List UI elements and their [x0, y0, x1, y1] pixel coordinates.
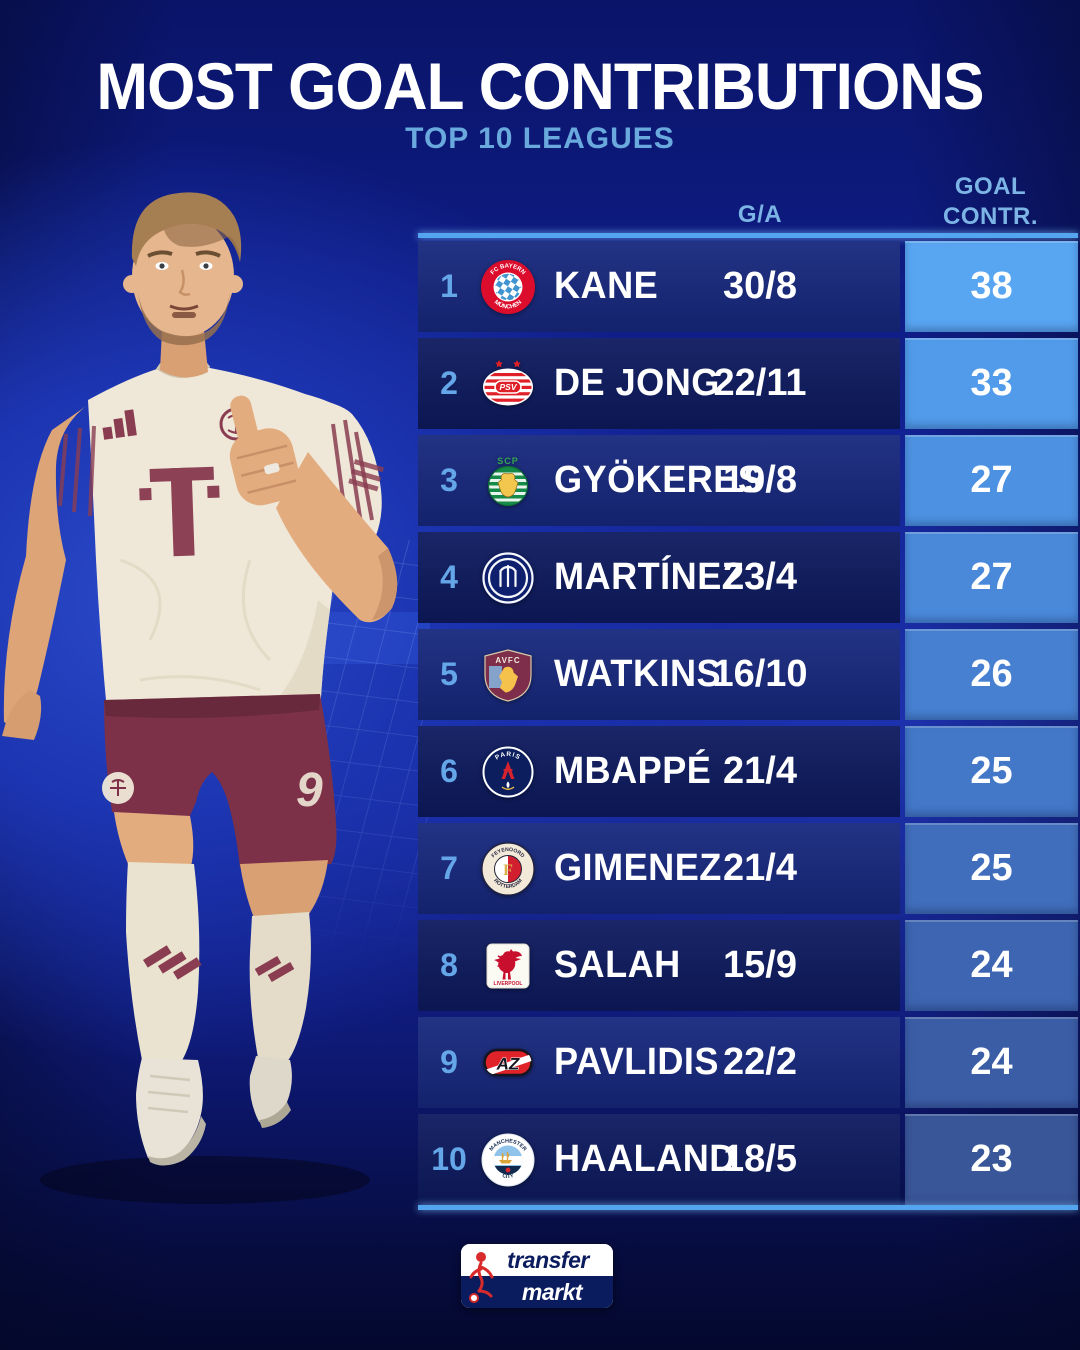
goal-contr-value: 25	[905, 823, 1078, 914]
liverpool-badge	[486, 942, 530, 989]
column-header-goal-contr: GOAL CONTR.	[903, 172, 1078, 232]
table-row: 7 GIMENEZ 21/4 25	[418, 823, 1078, 914]
rank-number: 4	[440, 559, 458, 595]
table-row-main: 4 MARTÍNEZ 23/4	[418, 532, 900, 623]
goal-contr-value: 26	[905, 629, 1078, 720]
page-subtitle: TOP 10 LEAGUES	[405, 122, 675, 155]
aston-villa-badge	[484, 648, 532, 702]
ga-value: 30/8	[723, 265, 797, 307]
rank-number: 6	[440, 753, 458, 789]
column-header-goal-contr-line1: GOAL	[954, 173, 1027, 200]
ga-value: 23/4	[723, 556, 797, 598]
rank-number: 8	[440, 947, 458, 983]
ga-value: 18/5	[723, 1138, 797, 1180]
player-name: PAVLIDIS	[554, 1041, 719, 1083]
column-header-goal-contr-line2: CONTR.	[943, 203, 1038, 230]
player-name: GIMENEZ	[554, 847, 722, 889]
table-row: 2 DE JONG 22/11 33	[418, 338, 1078, 429]
player-name: GYÖKERES	[554, 459, 763, 501]
table-row: 1 KANE 30/8 38	[418, 241, 1078, 332]
goal-contr-value: 27	[905, 532, 1078, 623]
table-row: 10 HAALAND 18/5 23	[418, 1114, 1078, 1205]
table-row-main: 10 HAALAND 18/5	[418, 1114, 900, 1205]
table-row-main: 9 PAVLIDIS 22/2	[418, 1017, 900, 1108]
ga-value: 19/8	[723, 459, 797, 501]
transfermarkt-kicker-icon	[469, 1252, 494, 1303]
rank-number: 5	[440, 656, 458, 692]
player-name: DE JONG	[554, 362, 720, 404]
table-row-main: 1 KANE 30/8	[418, 241, 900, 332]
player-name: WATKINS	[554, 653, 722, 695]
transfermarkt-logo: transfer markt	[461, 1244, 613, 1308]
table-row-main: 3 GYÖKERES 19/8	[418, 435, 900, 526]
page-title: MOST GOAL CONTRIBUTIONS	[96, 49, 984, 123]
table-row: 8 SALAH 15/9 24	[418, 920, 1078, 1011]
goal-contr-value: 24	[905, 1017, 1078, 1108]
goal-contr-value: 27	[905, 435, 1078, 526]
player-name: HAALAND	[554, 1138, 736, 1180]
goal-contr-value: 23	[905, 1114, 1078, 1205]
table-row: 9 PAVLIDIS 22/2 24	[418, 1017, 1078, 1108]
table-top-border	[418, 233, 1078, 238]
svg-text:9: 9	[296, 764, 323, 817]
player-name: SALAH	[554, 944, 681, 986]
ga-value: 22/11	[713, 362, 807, 404]
rank-number: 9	[440, 1044, 458, 1080]
psv-eindhoven-badge	[480, 356, 536, 412]
rank-number: 2	[440, 365, 458, 401]
table-row-main: 2 DE JONG 22/11	[418, 338, 900, 429]
psg-badge	[481, 744, 535, 799]
player-name: KANE	[554, 265, 659, 307]
goal-contr-value: 24	[905, 920, 1078, 1011]
table-row-main: 8 SALAH 15/9	[418, 920, 900, 1011]
table-row: 5 WATKINS 16/10 26	[418, 629, 1078, 720]
table-row: 3 GYÖKERES 19/8 27	[418, 435, 1078, 526]
harry-kane-photo: 9	[2, 192, 398, 1166]
table-row: 4 MARTÍNEZ 23/4 27	[418, 532, 1078, 623]
goal-contr-value: 25	[905, 726, 1078, 817]
player-name: MBAPPÉ	[554, 750, 712, 792]
ga-value: 16/10	[712, 653, 808, 695]
manchester-city-badge	[480, 1132, 536, 1188]
table-row-main: 7 GIMENEZ 21/4	[418, 823, 900, 914]
ga-value: 22/2	[723, 1041, 797, 1083]
rank-number: 1	[440, 268, 458, 304]
table-row-main: 5 WATKINS 16/10	[418, 629, 900, 720]
table-rows: 1 KANE 30/8 38 2 DE JONG 22/11 33 3 GYÖK…	[418, 241, 1078, 1205]
column-header-ga: G/A	[737, 201, 783, 228]
ga-value: 15/9	[723, 944, 797, 986]
inter-milan-badge	[480, 550, 536, 605]
sporting-cp-badge	[480, 453, 536, 509]
ga-value: 21/4	[723, 847, 797, 889]
rank-number: 3	[440, 462, 458, 498]
ga-value: 21/4	[723, 750, 797, 792]
table-bottom-border	[418, 1205, 1078, 1210]
player-name: MARTÍNEZ	[554, 556, 745, 598]
goal-contr-value: 38	[905, 241, 1078, 332]
az-alkmaar-badge	[480, 1035, 536, 1091]
table-row: 6 MBAPPÉ 21/4 25	[418, 726, 1078, 817]
feyenoord-badge	[481, 841, 535, 896]
table-row-main: 6 MBAPPÉ 21/4	[418, 726, 900, 817]
goal-contr-value: 33	[905, 338, 1078, 429]
rank-number: 7	[440, 850, 458, 886]
bayern-munich-badge	[481, 259, 535, 314]
rank-number: 10	[431, 1141, 467, 1177]
